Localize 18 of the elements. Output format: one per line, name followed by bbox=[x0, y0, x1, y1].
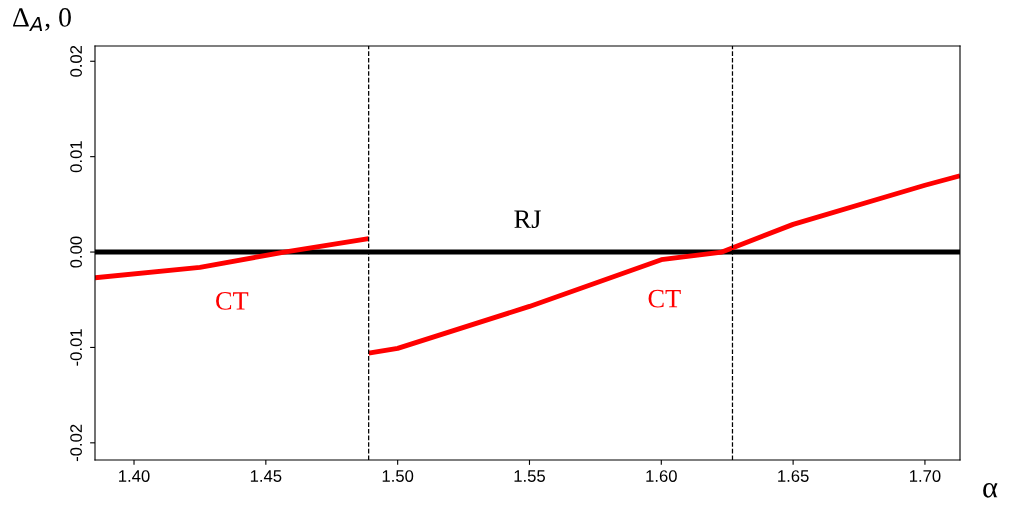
x-tick-label: 1.65 bbox=[778, 470, 809, 482]
series-label: CT bbox=[648, 289, 681, 308]
y-tick-label: 0.01 bbox=[70, 141, 82, 173]
x-tick-label: 1.70 bbox=[909, 470, 941, 482]
series-label: RJ bbox=[514, 210, 541, 229]
x-tick-label: 1.55 bbox=[514, 470, 545, 482]
y-axis-title: Δ$_{A}$, 0 bbox=[13, 8, 71, 32]
x-tick-label: 1.40 bbox=[119, 470, 150, 482]
line-series bbox=[366, 173, 960, 356]
x-tick-label: 1.60 bbox=[646, 470, 677, 482]
y-tick-label: -0.01 bbox=[70, 329, 82, 366]
x-tick-label: 1.50 bbox=[382, 470, 414, 482]
y-tick-label: -0.02 bbox=[70, 424, 82, 462]
x-tick-label: 1.45 bbox=[250, 470, 282, 482]
y-tick-label: 0.02 bbox=[70, 45, 82, 77]
x-axis-title: α bbox=[983, 482, 998, 498]
series-label: CT bbox=[216, 292, 249, 310]
y-tick-label: 0.00 bbox=[70, 236, 82, 268]
